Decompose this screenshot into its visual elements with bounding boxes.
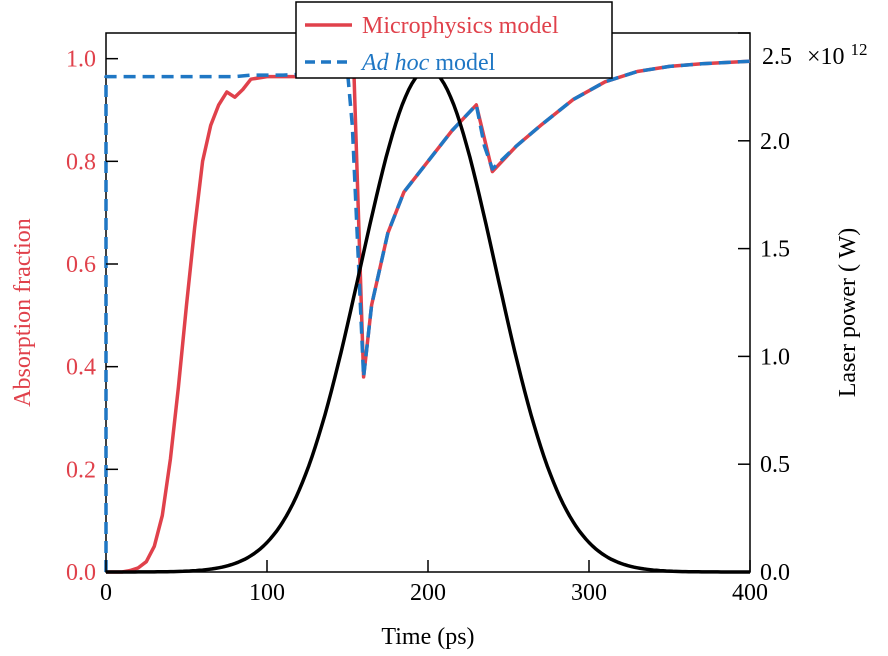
x-axis-title: Time (ps) <box>381 624 474 650</box>
y-left-axis-title: Absorption fraction <box>10 218 36 407</box>
ad-hoc-model-line <box>104 59 751 572</box>
multiplier-base: ×10 <box>807 44 845 70</box>
x-tick-label: 300 <box>571 580 607 606</box>
y-right-multiplier: ×10 12 <box>807 40 868 70</box>
legend-label-part: Ad hoc <box>360 50 430 76</box>
y-right-tick-label: 0.0 <box>760 560 790 586</box>
y-left-tick-label: 0.4 <box>66 355 96 381</box>
y-right-tick-label: 2.0 <box>760 129 790 155</box>
plot-frame-group <box>105 32 751 573</box>
microphysics-model-line <box>106 59 751 574</box>
legend-box <box>295 1 613 79</box>
laser-power-line <box>106 67 750 574</box>
x-tick-label: 100 <box>249 580 285 606</box>
y-right-axis-title: Laser power ( W) <box>835 228 861 397</box>
y-left-tick-label: 0.2 <box>66 457 96 483</box>
ticks-group: 0 100 200 300 4000.00.20.40.60.81.00.00.51.0… <box>66 32 792 606</box>
x-tick-label: 200 <box>410 580 446 606</box>
x-tick-label: 400 <box>732 580 768 606</box>
y-left-tick-label: 0.6 <box>66 252 96 278</box>
series-group <box>104 59 751 574</box>
x-tick-label: 0 <box>100 580 112 606</box>
y-left-tick-label: 1.0 <box>66 47 96 73</box>
y-left-tick-label: 0.8 <box>66 149 96 175</box>
plot-frame <box>105 32 751 573</box>
legend-entry-label: Ad hoc model <box>360 50 496 76</box>
y-left-tick-label: 0.0 <box>66 560 96 586</box>
y-right-tick-label: 2.5 <box>762 44 792 70</box>
legend: Microphysics model Ad hoc model <box>295 1 613 79</box>
legend-entry-label: Microphysics model <box>362 13 559 39</box>
y-right-tick-label: 0.5 <box>760 452 790 478</box>
y-right-tick-label: 1.0 <box>760 344 790 370</box>
legend-label-part: model <box>429 50 495 76</box>
y-right-tick-label: 1.5 <box>760 237 790 263</box>
legend-label-part: Microphysics model <box>362 13 559 39</box>
multiplier-exponent: 12 <box>851 40 868 59</box>
